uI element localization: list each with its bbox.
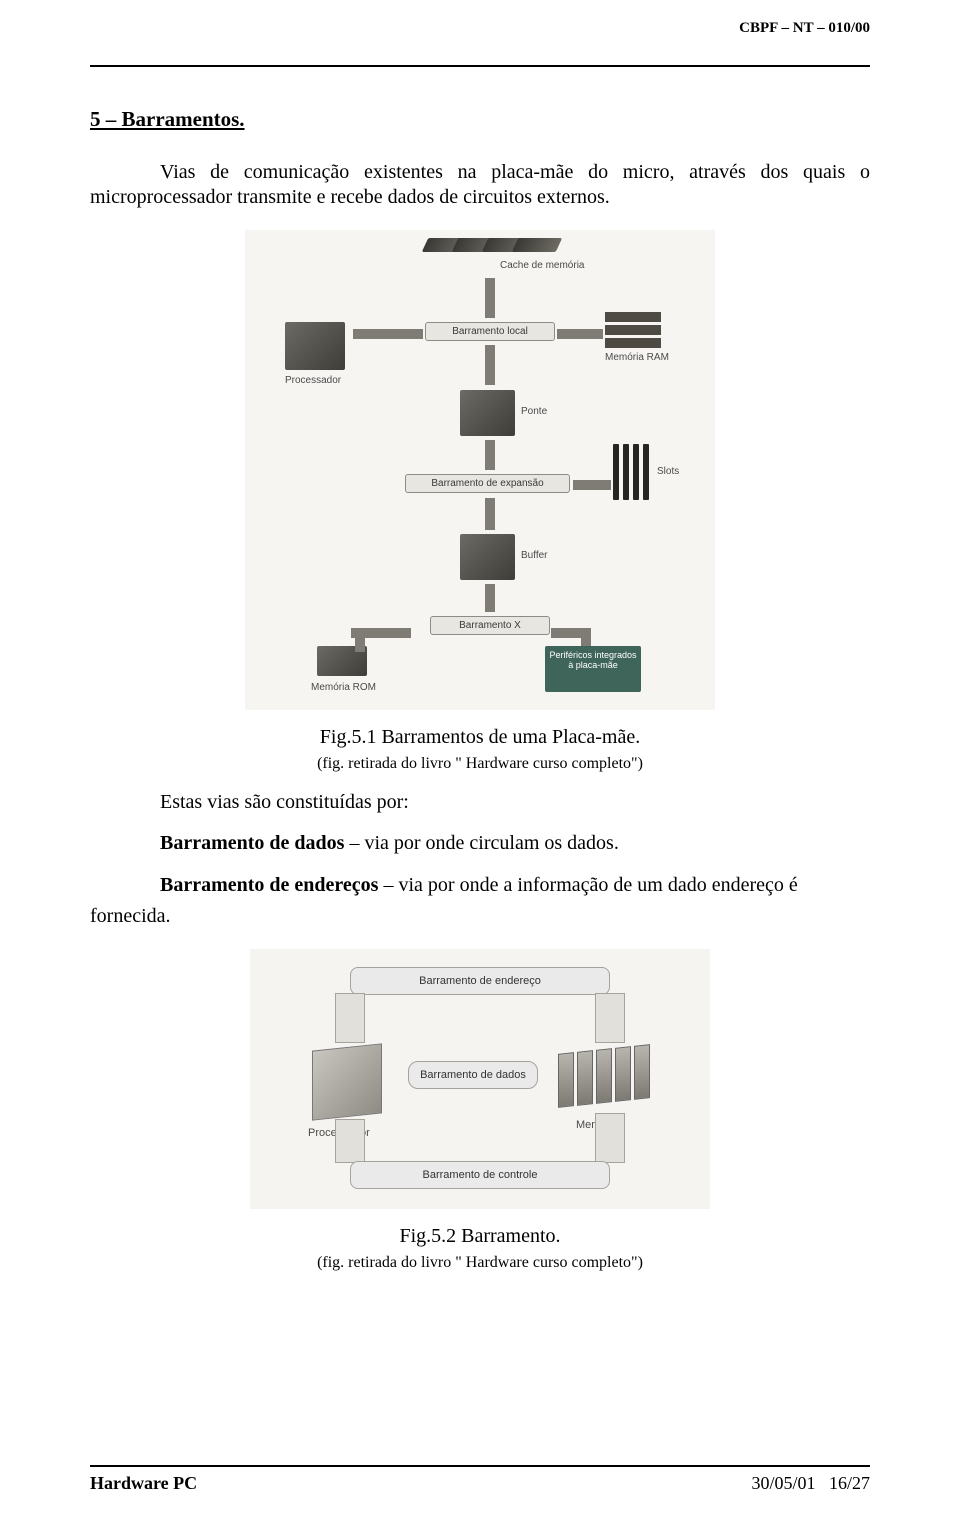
footer-right: 30/05/01 16/27 <box>751 1473 870 1494</box>
buffer-icon <box>460 534 515 580</box>
addr-bus-bar: Barramento de endereço <box>350 967 610 995</box>
header-doc-id: CBPF – NT – 010/00 <box>739 20 870 37</box>
processor-icon <box>285 322 345 370</box>
arrow-icon <box>557 329 603 339</box>
figure-1-credit: (fig. retirada do livro " Hardware curso… <box>90 755 870 773</box>
bus-data-text: – via por onde circulam os dados. <box>344 832 618 854</box>
connector-icon <box>595 1113 625 1163</box>
label-buffer: Buffer <box>521 550 548 561</box>
figure-1-diagram: Cache de memória Barramento local Proces… <box>245 230 715 710</box>
bridge-icon <box>460 390 515 436</box>
slots-icon <box>613 444 649 500</box>
connector-icon <box>595 993 625 1043</box>
label-slots: Slots <box>657 466 679 477</box>
figure-1: Cache de memória Barramento local Proces… <box>90 230 870 710</box>
connector-icon <box>335 993 365 1043</box>
bus-addr-label: Barramento de endereços <box>160 874 378 896</box>
intro-paragraph: Vias de comunicação existentes na placa-… <box>90 160 870 210</box>
bus-data-label: Barramento de dados <box>160 832 344 854</box>
label-cache: Cache de memória <box>500 260 584 271</box>
page-footer: Hardware PC 30/05/01 16/27 <box>90 1465 870 1494</box>
peripherals-box: Periféricos integrados à placa-mãe <box>545 646 641 692</box>
footer-page: 16/27 <box>829 1473 870 1493</box>
vias-intro: Estas vias são constituídas por: <box>160 791 870 814</box>
memory-icon <box>558 1044 650 1108</box>
bus-data-line: Barramento de dados – via por onde circu… <box>160 832 870 855</box>
arrow-icon <box>581 628 591 646</box>
arrow-icon <box>353 329 423 339</box>
data-bus-bar: Barramento de dados <box>408 1061 538 1089</box>
figure-1-caption: Fig.5.1 Barramentos de uma Placa-mãe. <box>90 726 870 749</box>
label-bus-x: Barramento X <box>430 616 550 635</box>
bus-addr-tail: fornecida. <box>90 904 870 929</box>
footer-date: 30/05/01 <box>751 1473 815 1493</box>
arrow-icon <box>485 278 495 318</box>
label-bridge: Ponte <box>521 406 547 417</box>
arrow-icon <box>573 480 611 490</box>
bus-addr-text-1: – via por onde a informação de um dado e… <box>378 874 797 896</box>
footer-left: Hardware PC <box>90 1473 197 1494</box>
figure-2-credit: (fig. retirada do livro " Hardware curso… <box>90 1254 870 1272</box>
arrow-icon <box>485 440 495 470</box>
cpu-icon <box>312 1043 382 1120</box>
label-ram: Memória RAM <box>605 352 669 363</box>
label-local-bus: Barramento local <box>425 322 555 341</box>
arrow-icon <box>355 638 365 652</box>
top-divider <box>90 65 870 67</box>
label-expansion-bus: Barramento de expansão <box>405 474 570 493</box>
figure-2: Barramento de endereço Processador Barra… <box>90 949 870 1209</box>
connector-icon <box>335 1119 365 1163</box>
memory-stick-icon <box>512 238 563 252</box>
arrow-icon <box>485 584 495 612</box>
arrow-icon <box>485 345 495 385</box>
bus-addr-line: Barramento de endereços – via por onde a… <box>90 873 870 898</box>
label-rom: Memória ROM <box>311 682 376 693</box>
figure-2-caption: Fig.5.2 Barramento. <box>90 1225 870 1248</box>
figure-2-diagram: Barramento de endereço Processador Barra… <box>250 949 710 1209</box>
arrow-icon <box>485 498 495 530</box>
ram-icon <box>605 312 661 348</box>
ctrl-bus-bar: Barramento de controle <box>350 1161 610 1189</box>
label-processor: Processador <box>285 375 341 386</box>
section-title: 5 – Barramentos. <box>90 107 870 132</box>
arrow-icon <box>351 628 411 638</box>
